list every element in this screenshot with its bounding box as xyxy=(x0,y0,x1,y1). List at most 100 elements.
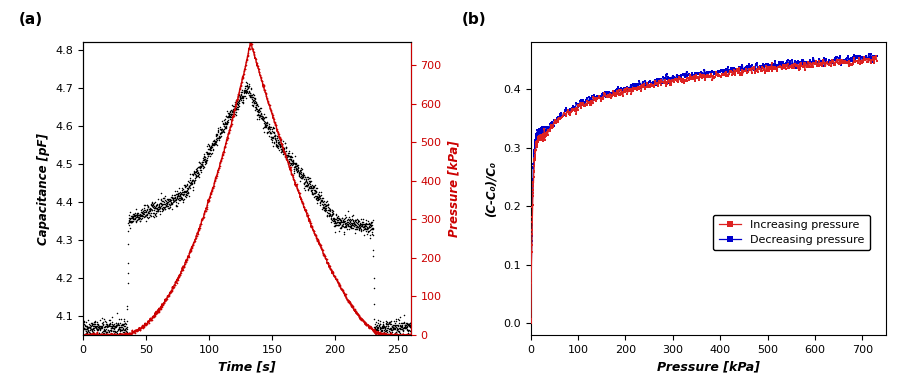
Point xyxy=(299,178,314,184)
Point xyxy=(360,231,375,237)
Point xyxy=(266,129,281,135)
Point xyxy=(220,121,234,127)
Point xyxy=(106,325,121,331)
Point xyxy=(215,129,230,135)
Point xyxy=(262,132,277,139)
Point xyxy=(282,153,296,159)
Point xyxy=(390,327,404,333)
Point xyxy=(366,301,381,307)
Point xyxy=(83,327,98,333)
Point xyxy=(242,88,257,94)
Point xyxy=(345,225,360,231)
Point xyxy=(367,327,382,333)
Point xyxy=(204,145,219,151)
Point xyxy=(79,319,94,325)
Point xyxy=(252,105,267,111)
Point xyxy=(322,208,337,214)
Point xyxy=(180,185,195,191)
Point xyxy=(378,325,392,331)
Point xyxy=(95,329,110,335)
Point xyxy=(268,132,282,138)
Point xyxy=(228,106,243,112)
Point xyxy=(182,183,197,189)
Point xyxy=(253,113,268,119)
Point xyxy=(349,219,364,225)
Point xyxy=(333,224,348,230)
Point xyxy=(244,92,258,98)
Point xyxy=(198,158,212,164)
Point xyxy=(393,323,408,330)
Point xyxy=(90,327,104,333)
Point xyxy=(120,270,135,276)
Point xyxy=(249,106,264,112)
Point xyxy=(381,319,396,325)
Point xyxy=(349,217,364,223)
Point xyxy=(247,104,262,110)
Point xyxy=(378,331,392,338)
Point xyxy=(255,115,270,121)
Point xyxy=(306,194,321,200)
Point xyxy=(323,216,338,222)
Point xyxy=(273,143,288,149)
Point xyxy=(369,324,384,330)
Point xyxy=(96,316,111,322)
Point xyxy=(107,329,122,335)
Point xyxy=(77,321,91,328)
Point xyxy=(190,165,205,171)
Point xyxy=(121,260,136,266)
Point xyxy=(331,219,346,225)
Point xyxy=(196,159,210,165)
Point xyxy=(234,99,249,105)
Point xyxy=(245,94,259,100)
Point xyxy=(187,169,202,175)
Point xyxy=(341,221,355,227)
Point xyxy=(278,144,293,150)
Point xyxy=(119,330,134,336)
Point xyxy=(117,320,132,326)
Point xyxy=(216,126,231,132)
Point xyxy=(183,185,198,191)
Point xyxy=(328,229,342,235)
Point xyxy=(398,325,413,331)
Point xyxy=(389,329,403,335)
Point xyxy=(316,204,330,210)
Point xyxy=(214,126,229,132)
Point xyxy=(175,195,190,201)
Point xyxy=(276,151,291,157)
Point xyxy=(171,190,186,196)
Point xyxy=(348,217,363,223)
Point xyxy=(277,145,292,151)
Point xyxy=(249,102,264,108)
Point xyxy=(356,232,371,238)
Point xyxy=(199,151,214,157)
Point xyxy=(93,317,108,323)
Point xyxy=(145,201,160,207)
Point xyxy=(315,198,330,204)
Point xyxy=(402,325,417,331)
Point xyxy=(199,149,214,155)
Point xyxy=(102,320,117,326)
Point xyxy=(257,111,271,117)
Point xyxy=(144,202,159,208)
Point xyxy=(248,106,263,112)
Point xyxy=(347,217,362,223)
Point xyxy=(95,320,110,326)
Point xyxy=(167,194,182,201)
Point xyxy=(186,172,200,178)
Point xyxy=(248,102,263,108)
Point xyxy=(308,190,323,196)
Point xyxy=(388,330,402,336)
Point xyxy=(370,320,385,326)
Point xyxy=(350,216,365,223)
Point xyxy=(258,122,272,128)
Point xyxy=(299,174,314,181)
Point xyxy=(380,323,395,330)
Point xyxy=(371,325,386,331)
Point xyxy=(93,325,108,331)
Point xyxy=(105,325,120,331)
Point xyxy=(338,223,353,229)
Point xyxy=(144,210,159,216)
Point xyxy=(119,318,134,324)
Point xyxy=(167,198,182,204)
Point xyxy=(227,109,242,115)
